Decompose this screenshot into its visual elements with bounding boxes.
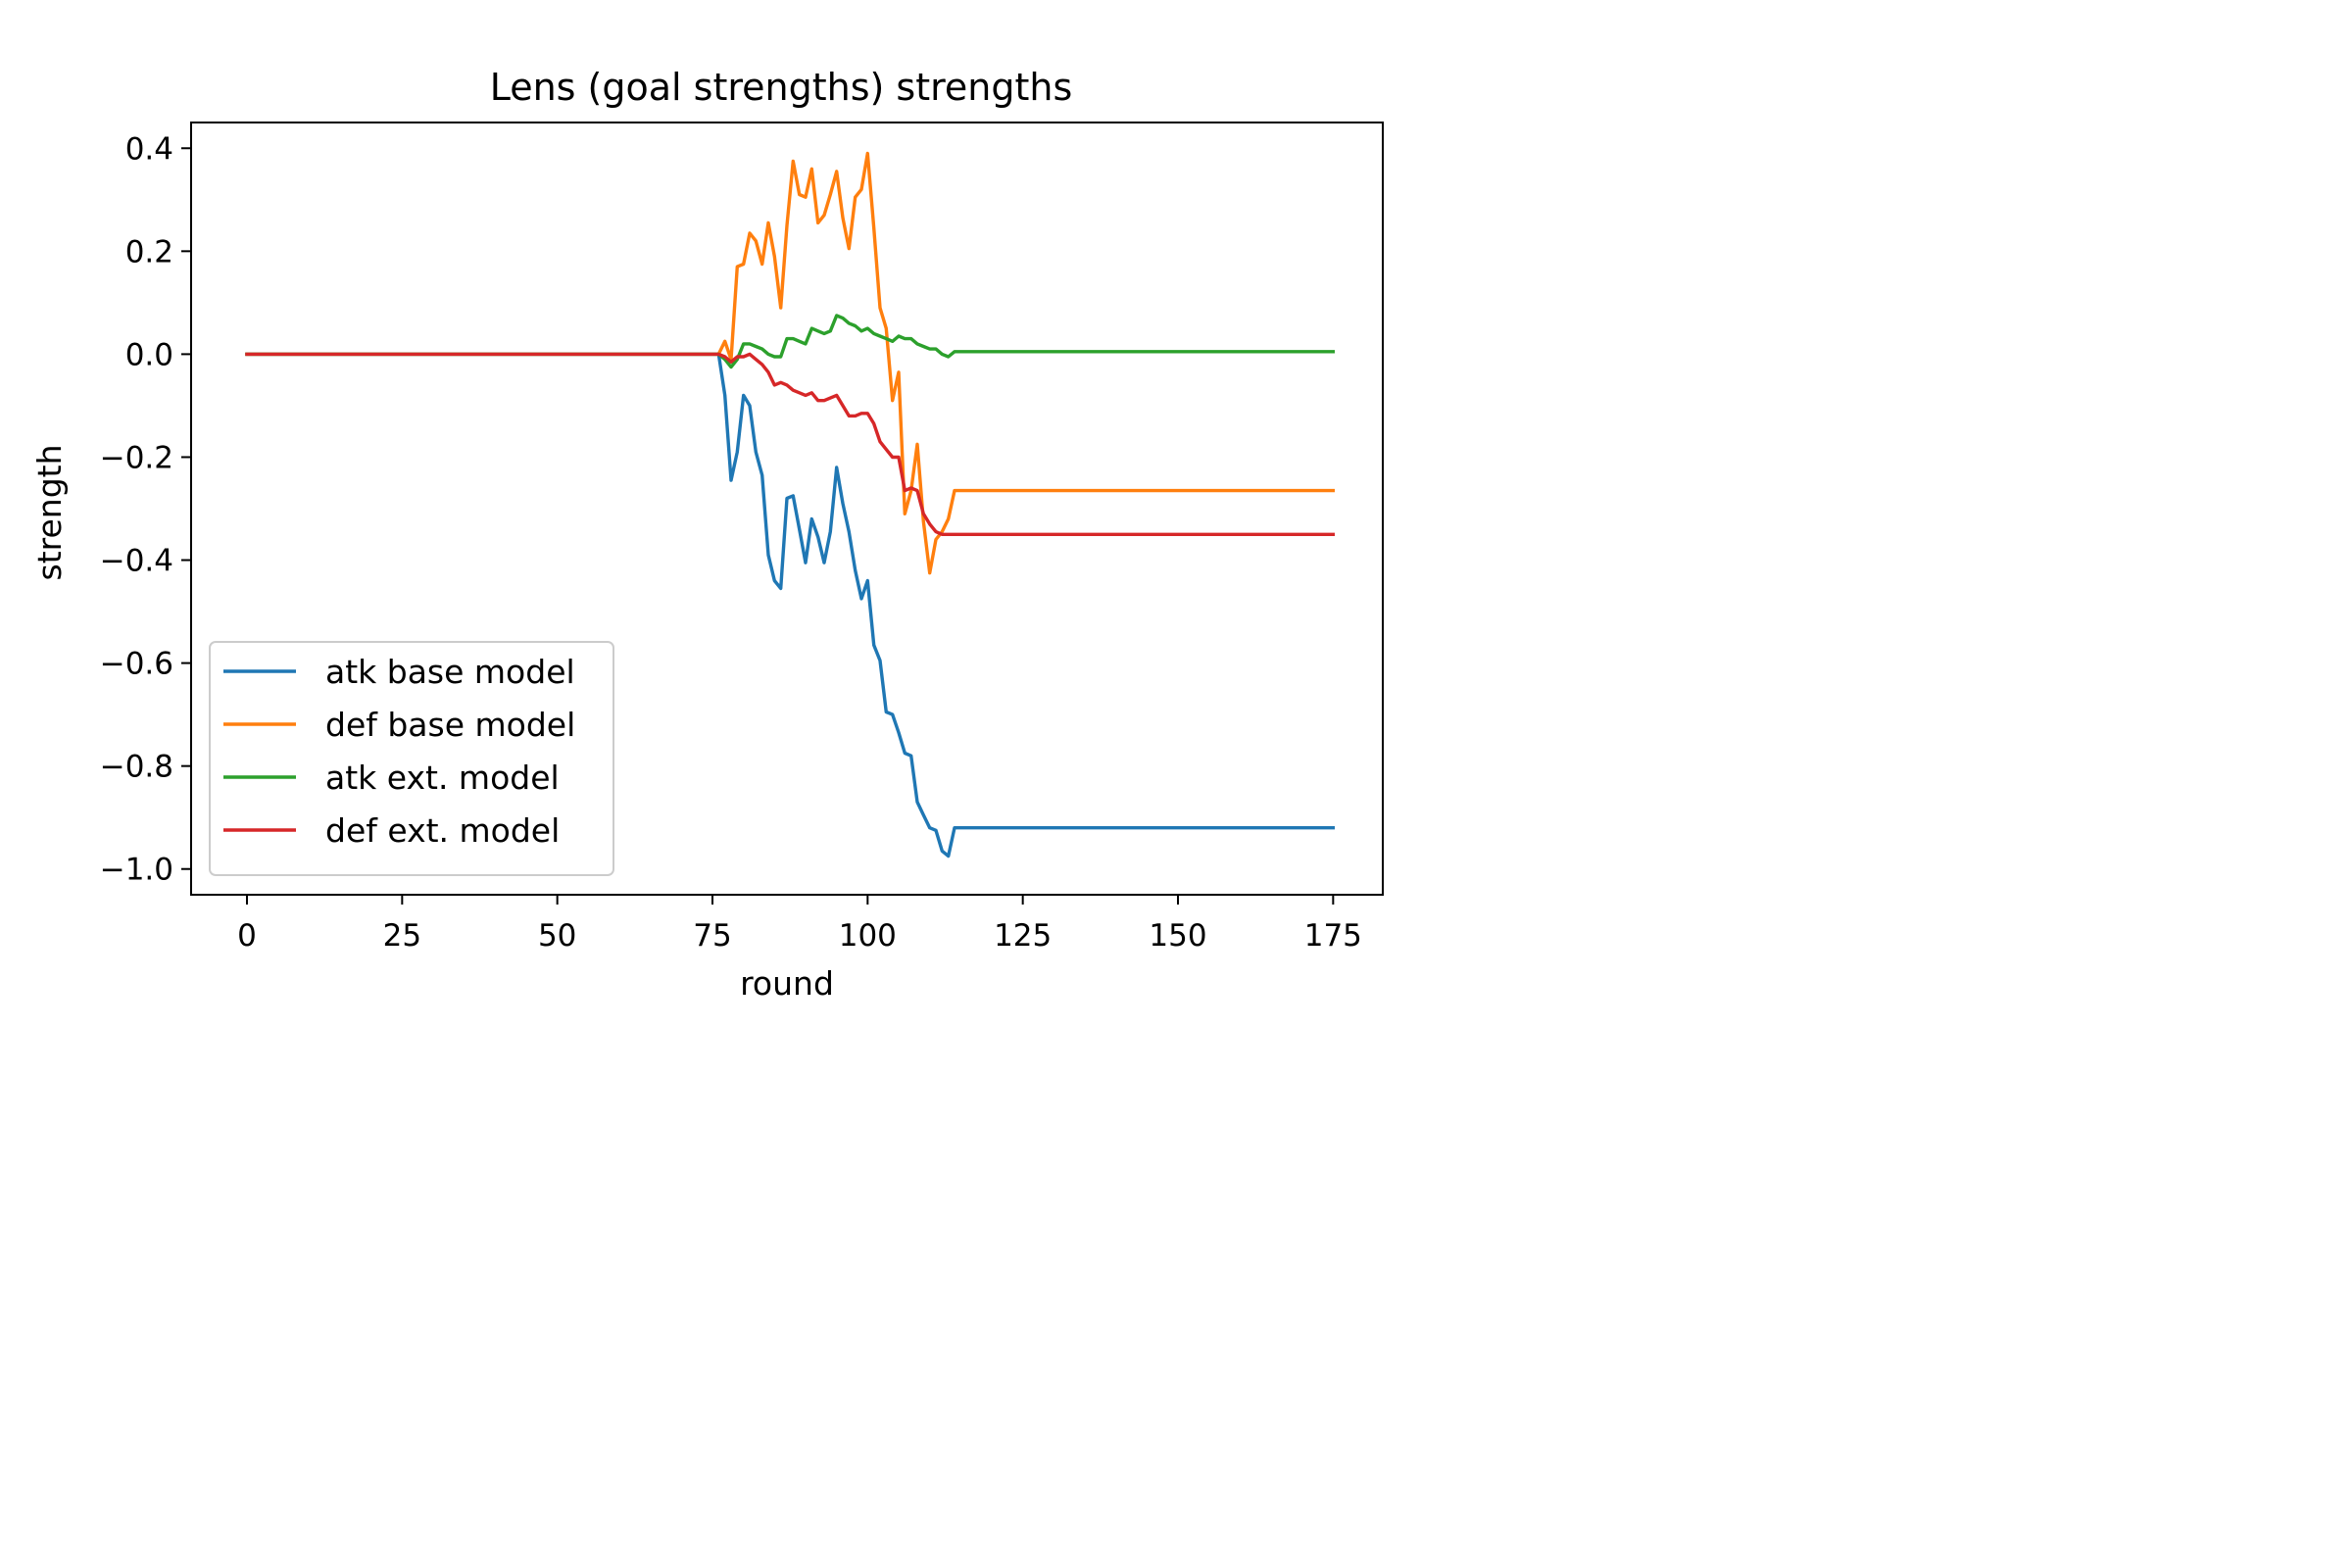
x-tick-label: 100	[839, 918, 897, 954]
legend-label-4: def ext. model	[325, 811, 560, 850]
y-tick-label: −0.4	[100, 544, 173, 579]
x-tick-label: 0	[237, 918, 257, 954]
x-axis: 0 25 50 75 100 125 150 175	[237, 895, 1362, 954]
x-tick-label: 175	[1304, 918, 1362, 954]
y-tick-label: −0.6	[100, 647, 173, 682]
y-axis-label: strength	[30, 445, 69, 581]
plot-frame	[190, 122, 1384, 896]
series-line-1	[245, 352, 1335, 858]
y-tick-label: −0.2	[100, 440, 173, 475]
x-tick-label: 125	[994, 918, 1052, 954]
x-tick-label: 75	[693, 918, 731, 954]
y-tick-label: 0.4	[125, 131, 173, 167]
y-tick-label: 0.2	[125, 234, 173, 270]
series-line-3	[245, 314, 1335, 369]
series-line-2	[245, 151, 1335, 575]
plot-lines	[245, 151, 1335, 858]
legend-label-1: atk base model	[325, 653, 575, 691]
y-tick-label: 0.0	[125, 337, 173, 372]
chart-title: Lens (goal strengths) strengths	[490, 66, 1073, 109]
x-axis-label: round	[740, 964, 834, 1003]
legend-label-2: def base model	[325, 706, 575, 744]
x-tick-label: 50	[538, 918, 576, 954]
x-tick-label: 150	[1149, 918, 1206, 954]
legend-label-3: atk ext. model	[325, 759, 560, 797]
legend: atk base model def base model atk ext. mod…	[209, 641, 614, 876]
y-tick-label: −1.0	[100, 853, 173, 888]
legend-box	[209, 641, 614, 876]
line-chart: Lens (goal strengths) strengths 0 25 50 75 1…	[0, 0, 1511, 1015]
y-tick-label: −0.8	[100, 750, 173, 785]
series-line-4	[245, 352, 1335, 536]
y-axis: 0.4 0.2 0.0 −0.2 −0.4 −0.6 −0.8 −1.0	[100, 131, 191, 888]
x-tick-label: 25	[383, 918, 421, 954]
